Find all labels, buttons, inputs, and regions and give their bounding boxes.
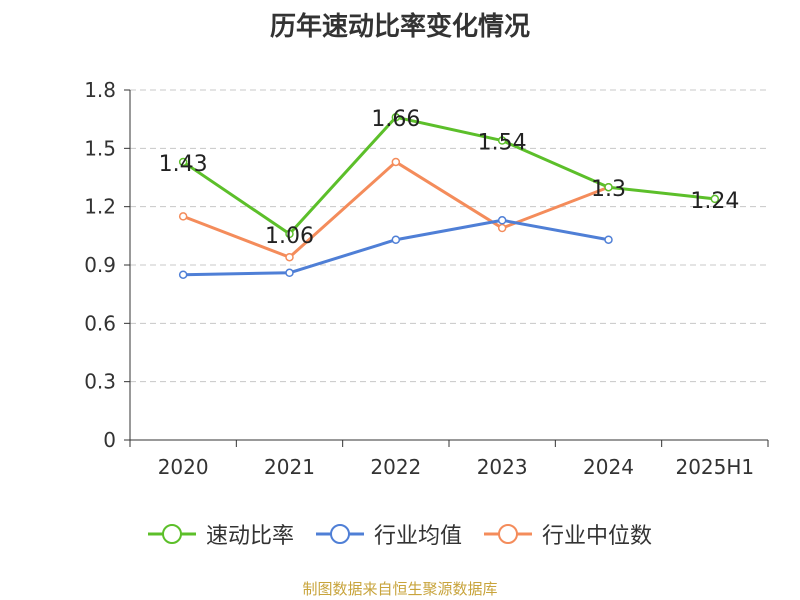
- legend-swatch-quick-ratio: [147, 524, 196, 544]
- data-point: [391, 112, 401, 122]
- data-label: 1.24: [690, 189, 739, 214]
- data-point: [497, 136, 507, 145]
- legend: 速动比率 行业均值 行业中位数: [0, 518, 800, 550]
- legend-item-industry-median[interactable]: 行业中位数: [484, 518, 652, 550]
- x-tick-label: 2021: [264, 455, 315, 479]
- legend-marker: [161, 524, 182, 544]
- chart-title: 历年速动比率变化情况: [269, 12, 530, 42]
- y-tick-label: 1.2: [84, 195, 116, 219]
- data-point: [497, 216, 507, 225]
- data-point: [285, 229, 294, 239]
- data-point: [285, 252, 294, 262]
- data-point: [604, 182, 613, 192]
- data-point: [497, 223, 507, 233]
- data-point: [178, 270, 188, 279]
- legend-item-industry-mean[interactable]: 行业均值: [315, 518, 462, 550]
- x-tick-label: 2023: [477, 455, 528, 479]
- y-tick-label: 0.9: [84, 253, 116, 277]
- data-point: [178, 157, 188, 167]
- legend-label: 行业均值: [373, 524, 462, 549]
- x-tick-label: 2025H1: [675, 455, 754, 479]
- data-label: 1.54: [478, 131, 527, 156]
- data-label: 1.06: [265, 224, 314, 249]
- data-label: 1.66: [371, 107, 420, 132]
- y-tick-label: 0.3: [84, 370, 116, 394]
- y-tick-label: 0: [103, 428, 116, 452]
- data-point: [178, 212, 188, 221]
- y-tick-label: 1.5: [84, 136, 116, 160]
- data-label: 1.3: [591, 177, 626, 202]
- legend-label: 行业中位数: [542, 524, 653, 549]
- source-footer: 制图数据来自恒生聚源数据库: [302, 580, 498, 598]
- series-line: [182, 115, 715, 236]
- x-tick-label: 2020: [158, 455, 209, 479]
- legend-marker: [329, 524, 350, 544]
- data-point: [391, 235, 401, 244]
- legend-item-quick-ratio[interactable]: 速动比率: [147, 518, 294, 550]
- data-label: 1.43: [159, 152, 208, 177]
- data-point: [285, 268, 294, 278]
- legend-label: 速动比率: [205, 524, 294, 549]
- data-point: [604, 235, 613, 244]
- y-tick-label: 1.8: [84, 78, 116, 102]
- legend-swatch-industry-mean: [315, 524, 364, 544]
- data-point: [391, 157, 401, 167]
- legend-swatch-industry-median: [484, 524, 532, 544]
- data-point: [710, 194, 720, 204]
- x-tick-label: 2024: [583, 455, 634, 479]
- legend-marker: [498, 524, 518, 544]
- y-tick-label: 0.6: [84, 311, 116, 335]
- series-line: [183, 218, 609, 277]
- x-tick-label: 2022: [370, 455, 421, 479]
